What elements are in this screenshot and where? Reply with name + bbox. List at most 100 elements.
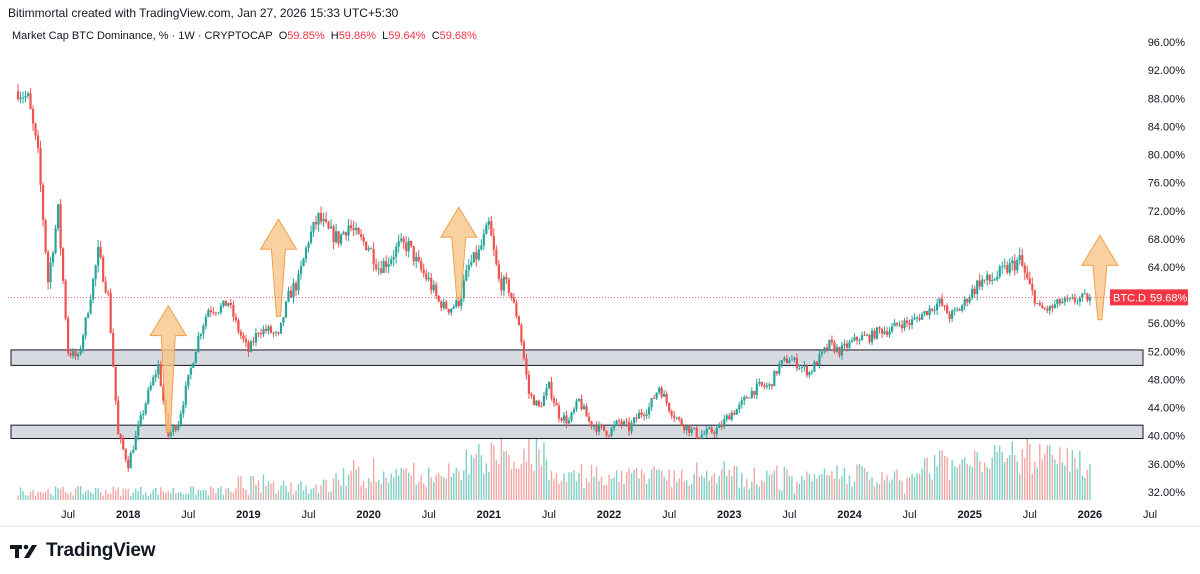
candle-body	[1013, 260, 1016, 271]
volume-bar	[813, 474, 816, 500]
candle-body	[1036, 302, 1039, 304]
volume-bar	[180, 491, 182, 500]
volume-bar	[22, 491, 24, 500]
volume-bar	[818, 475, 821, 500]
candle-body	[875, 327, 879, 339]
price-axis: 32.00% 36.00% 40.00% 44.00% 48.00% 52.00% 56.0…	[1148, 37, 1186, 499]
candle-body	[983, 279, 986, 281]
candle-body	[262, 328, 265, 335]
candle-body	[39, 147, 42, 185]
candle-body	[182, 404, 185, 414]
candle-body	[778, 363, 781, 374]
candle-body	[600, 424, 603, 427]
volume-bar	[883, 480, 886, 500]
candle-body	[77, 353, 80, 357]
candle-body	[352, 228, 355, 231]
volume-bar	[545, 459, 548, 500]
candle-body	[870, 330, 874, 343]
candle-body	[660, 387, 663, 397]
candle-body	[269, 326, 273, 333]
candle-body	[74, 351, 77, 357]
candle-body	[1076, 301, 1079, 303]
volume-bar	[242, 487, 245, 500]
tag-ticker: BTC.D	[1113, 292, 1146, 304]
volume-bar	[418, 482, 420, 500]
volume-bar	[112, 486, 114, 500]
candle-body	[1041, 305, 1044, 309]
y-tick-label: 68.00%	[1148, 234, 1186, 246]
candle-body	[249, 341, 253, 352]
candle-body	[1008, 263, 1011, 273]
volume-bar	[1064, 465, 1066, 500]
volume-bar	[778, 489, 781, 500]
candle-body	[390, 259, 393, 264]
candle-body	[810, 371, 814, 373]
volume-bar	[901, 480, 903, 500]
candle-body	[289, 290, 293, 298]
volume-bar	[445, 478, 447, 500]
volume-bar	[413, 462, 415, 500]
candle-body	[432, 284, 435, 291]
candle-body	[745, 397, 748, 399]
candle-body	[500, 279, 503, 291]
footer-branding[interactable]: TradingView	[10, 540, 156, 562]
candle-body	[46, 252, 50, 283]
candle-body	[222, 300, 225, 306]
volume-bar	[640, 469, 643, 500]
candle-body	[169, 431, 172, 437]
candle-body	[710, 427, 713, 433]
candle-body	[895, 322, 899, 325]
candle-body	[921, 314, 924, 320]
candle-body	[537, 400, 541, 406]
volume-bar	[926, 457, 928, 500]
volume-bar	[913, 476, 916, 500]
volume-bar	[528, 438, 530, 500]
candle-body	[615, 420, 618, 425]
volume-bar	[240, 476, 242, 500]
volume-bar	[630, 473, 633, 500]
volume-bar	[610, 478, 613, 500]
candle-body	[590, 421, 593, 427]
support-zones	[10, 349, 1144, 440]
volume-bar	[250, 476, 252, 500]
y-tick-label: 76.00%	[1148, 178, 1186, 190]
volume-bar	[979, 460, 981, 500]
candle-body	[835, 347, 839, 352]
volume-bar	[109, 493, 112, 500]
candle-body	[342, 232, 345, 235]
candle-body	[966, 299, 969, 303]
candle-body	[833, 342, 836, 352]
candle-body	[1078, 297, 1081, 302]
candle-body	[790, 359, 793, 361]
x-tick-label: Jul	[662, 509, 676, 521]
candle-body	[893, 322, 896, 327]
volume-bar	[1051, 455, 1054, 500]
candle-body	[1071, 297, 1074, 299]
candle-body	[868, 334, 871, 343]
candle-body	[244, 339, 248, 343]
candle-body	[267, 326, 270, 331]
volume-bar	[896, 469, 898, 500]
volume-bar	[863, 467, 866, 500]
volume-bar	[162, 491, 164, 500]
volume-bar	[801, 475, 803, 500]
candle-body	[44, 219, 47, 253]
volume-bar	[836, 465, 838, 500]
volume-bar	[367, 478, 370, 500]
candle-body	[946, 305, 949, 314]
volume-bar	[145, 492, 147, 500]
candle-body	[703, 433, 706, 435]
candle-body	[775, 371, 778, 374]
candle-body	[715, 428, 718, 434]
x-tick-label: Jul	[903, 509, 917, 521]
volume-bar	[322, 479, 325, 500]
candle-body	[237, 320, 240, 332]
volume-bar	[137, 491, 139, 500]
volume-bar	[658, 469, 660, 500]
candle-body	[214, 312, 217, 314]
candle-body	[450, 308, 453, 313]
volume-bar	[540, 466, 543, 500]
volume-bar	[1006, 458, 1008, 500]
candle-body	[29, 93, 32, 110]
